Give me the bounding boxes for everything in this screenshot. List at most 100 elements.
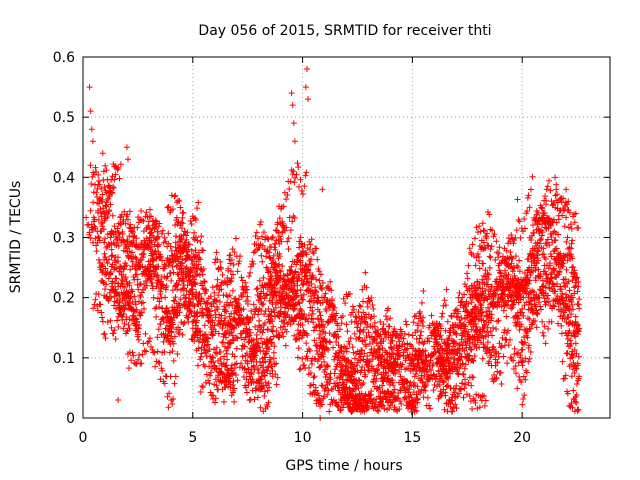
data-point: [260, 229, 267, 236]
data-point: [216, 378, 223, 385]
data-point: [247, 329, 254, 336]
data-point: [182, 244, 189, 251]
data-point: [334, 383, 341, 390]
data-point: [224, 281, 231, 288]
data-point: [166, 390, 173, 397]
data-point: [219, 339, 226, 346]
y-tick-label: 0.6: [53, 50, 75, 66]
data-point: [190, 318, 197, 325]
data-point: [493, 238, 500, 245]
data-point: [305, 287, 312, 294]
data-point: [561, 375, 568, 382]
data-point: [266, 297, 273, 304]
data-point: [418, 299, 425, 306]
data-point: [250, 249, 257, 256]
data-point: [143, 209, 150, 216]
data-point: [129, 263, 136, 270]
data-point: [188, 309, 195, 316]
data-point: [537, 306, 544, 313]
data-point: [231, 385, 238, 392]
data-point: [95, 234, 102, 241]
data-point: [247, 370, 254, 377]
data-point: [145, 222, 152, 229]
data-point: [327, 376, 334, 383]
data-point: [296, 300, 303, 307]
data-point: [97, 301, 104, 308]
data-point: [476, 223, 483, 230]
data-point: [167, 243, 174, 250]
data-point: [161, 348, 168, 355]
data-point: [273, 328, 280, 335]
data-point: [119, 280, 126, 287]
data-point: [246, 397, 253, 404]
data-point: [175, 300, 182, 307]
data-point: [333, 398, 340, 405]
data-point: [103, 167, 110, 174]
data-point: [326, 286, 333, 293]
data-point: [200, 247, 207, 254]
data-point: [257, 386, 264, 393]
data-point: [320, 393, 327, 400]
data-point: [547, 187, 554, 194]
data-point: [186, 241, 193, 248]
data-point: [291, 138, 298, 145]
data-point: [254, 285, 261, 292]
data-point: [110, 330, 117, 337]
data-point: [214, 386, 221, 393]
data-point: [165, 240, 172, 247]
data-point: [88, 224, 95, 231]
data-point: [575, 225, 582, 232]
data-point: [132, 265, 139, 272]
data-point: [122, 295, 129, 302]
data-point: [111, 257, 118, 264]
data-point: [309, 248, 316, 255]
data-point: [259, 329, 266, 336]
data-point: [265, 281, 272, 288]
data-point: [264, 336, 271, 343]
data-point: [186, 253, 193, 260]
data-point: [344, 328, 351, 335]
data-point: [173, 282, 180, 289]
data-point: [254, 344, 260, 351]
data-point: [324, 391, 331, 398]
data-point: [168, 324, 175, 331]
data-point: [221, 363, 228, 370]
data-point: [102, 254, 109, 261]
data-point: [460, 370, 467, 377]
data-point: [160, 318, 167, 325]
data-point: [159, 227, 166, 234]
data-point: [249, 376, 256, 383]
data-point: [314, 306, 321, 313]
data-point: [154, 295, 161, 302]
data-point: [199, 309, 206, 316]
data-point: [148, 279, 155, 286]
data-point: [260, 284, 267, 291]
data-point: [134, 276, 141, 283]
data-point: [132, 254, 139, 261]
data-point: [202, 347, 209, 354]
data-point: [230, 389, 237, 396]
data-point: [214, 256, 221, 263]
data-point: [101, 250, 108, 257]
data-point: [217, 348, 224, 355]
data-point: [321, 323, 328, 330]
data-point: [322, 386, 329, 393]
data-point: [230, 378, 237, 385]
data-point: [259, 355, 266, 362]
data-point: [322, 330, 329, 337]
data-point: [102, 162, 109, 169]
data-point: [464, 270, 471, 277]
data-point: [93, 242, 100, 249]
data-point: [87, 162, 94, 169]
data-point: [467, 249, 474, 256]
data-point: [128, 255, 135, 262]
data-point: [140, 286, 147, 293]
data-point: [194, 205, 201, 212]
data-point: [225, 302, 232, 309]
data-point: [304, 286, 311, 293]
data-point: [215, 330, 222, 337]
data-point: [291, 294, 298, 301]
data-point: [270, 355, 277, 362]
data-point: [262, 341, 269, 348]
data-point: [215, 292, 222, 299]
